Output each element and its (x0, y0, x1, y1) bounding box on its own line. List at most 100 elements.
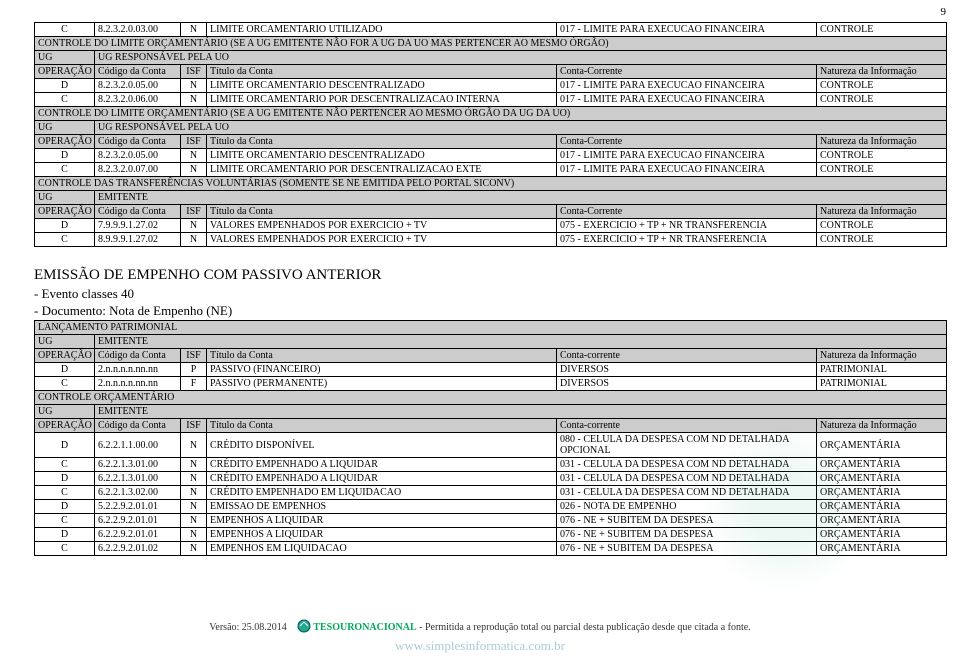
emissao-title: EMISSÃO DE EMPENHO COM PASSIVO ANTERIOR (34, 267, 946, 284)
cell-isf: N (181, 149, 207, 163)
ug-value: UG RESPONSÁVEL PELA UO (95, 121, 947, 135)
cell-op: C (35, 514, 95, 528)
cell-isf: N (181, 433, 207, 458)
cell-cc: 031 - CELULA DA DESPESA COM ND DETALHADA (557, 458, 817, 472)
hdr-op: OPERAÇÃO (35, 65, 95, 79)
cell-titulo: VALORES EMPENHADOS POR EXERCICIO + TV (207, 219, 557, 233)
cell-nat: CONTROLE (817, 163, 947, 177)
cell-titulo: PASSIVO (FINANCEIRO) (207, 363, 557, 377)
cell-isf: P (181, 363, 207, 377)
ug-label: UG (35, 191, 95, 205)
cell-op: D (35, 433, 95, 458)
table-row: C2.n.n.n.n.nn.nnFPASSIVO (PERMANENTE)DIV… (35, 377, 947, 391)
header-row: OPERAÇÃOCódigo da ContaISFTítulo da Cont… (35, 135, 947, 149)
hdr-cod: Código da Conta (95, 419, 181, 433)
cell-cod: 6.2.2.9.2.01.01 (95, 514, 181, 528)
cell-op: C (35, 377, 95, 391)
cell-titulo: CRÉDITO EMPENHADO A LIQUIDAR (207, 472, 557, 486)
cell-isf: N (181, 93, 207, 107)
cell-cod: 2.n.n.n.n.nn.nn (95, 363, 181, 377)
cell-cod: 8.2.3.2.0.06.00 (95, 93, 181, 107)
cell-isf: N (181, 528, 207, 542)
hdr-isf: ISF (181, 419, 207, 433)
table-row: C8.9.9.9.1.27.02NVALORES EMPENHADOS POR … (35, 233, 947, 247)
cell-nat: ORÇAMENTÁRIA (817, 514, 947, 528)
ug-label: UG (35, 335, 95, 349)
emissao-sub2: - Documento: Nota de Empenho (NE) (34, 303, 946, 319)
cell-cod: 6.2.2.1.3.01.00 (95, 472, 181, 486)
cell-nat: CONTROLE (817, 219, 947, 233)
ug-row-1: UGUG RESPONSÁVEL PELA UO (35, 51, 947, 65)
hdr-isf: ISF (181, 349, 207, 363)
lanc-patrimonial-cell: LANÇAMENTO PATRIMONIAL (35, 321, 947, 335)
ug-row-2: UGUG RESPONSÁVEL PELA UO (35, 121, 947, 135)
cell-op: C (35, 23, 95, 37)
hdr-cc: Conta-corrente (557, 349, 817, 363)
section3-cell: CONTROLE DAS TRANSFERÊNCIAS VOLUNTÁRIAS … (35, 177, 947, 191)
hdr-nat: Natureza da Informação (817, 205, 947, 219)
header-row: OPERAÇÃOCódigo da ContaISFTítulo da Cont… (35, 419, 947, 433)
cell-cod: 7.9.9.9.1.27.02 (95, 219, 181, 233)
header-row: OPERAÇÃOCódigo da ContaISFTítulo da Cont… (35, 205, 947, 219)
cell-isf: N (181, 472, 207, 486)
table-row: D7.9.9.9.1.27.02NVALORES EMPENHADOS POR … (35, 219, 947, 233)
cell-cod: 8.2.3.2.0.03.00 (95, 23, 181, 37)
table-row: C8.2.3.2.0.07.00NLIMITE ORCAMENTARIO POR… (35, 163, 947, 177)
controle-orc-cell: CONTROLE ORÇAMENTÁRIO (35, 391, 947, 405)
ug-row-5: UGEMITENTE (35, 405, 947, 419)
table-row: D5.2.2.9.2.01.01NEMISSAO DE EMPENHOS026 … (35, 500, 947, 514)
cell-nat: ORÇAMENTÁRIA (817, 472, 947, 486)
hdr-nat: Natureza da Informação (817, 419, 947, 433)
cell-cod: 8.2.3.2.0.05.00 (95, 79, 181, 93)
cell-nat: ORÇAMENTÁRIA (817, 528, 947, 542)
hdr-isf: ISF (181, 135, 207, 149)
ug-value: EMITENTE (95, 191, 947, 205)
cell-cod: 8.9.9.9.1.27.02 (95, 233, 181, 247)
cell-cc: DIVERSOS (557, 363, 817, 377)
cell-isf: N (181, 219, 207, 233)
table-row: D8.2.3.2.0.05.00NLIMITE ORCAMENTARIO DES… (35, 79, 947, 93)
hdr-cod: Código da Conta (95, 65, 181, 79)
cell-isf: N (181, 233, 207, 247)
cell-op: D (35, 500, 95, 514)
cell-cc: 017 - LIMITE PARA EXECUCAO FINANCEIRA (557, 93, 817, 107)
table-row: C6.2.2.9.2.01.02NEMPENHOS EM LIQUIDACAO0… (35, 542, 947, 556)
table-emissao: LANÇAMENTO PATRIMONIALUGEMITENTEOPERAÇÃO… (34, 320, 947, 556)
cell-titulo: CRÉDITO EMPENHADO A LIQUIDAR (207, 458, 557, 472)
cell-isf: N (181, 514, 207, 528)
cell-titulo: EMISSAO DE EMPENHOS (207, 500, 557, 514)
hdr-titulo: Título da Conta (207, 419, 557, 433)
hdr-op: OPERAÇÃO (35, 135, 95, 149)
section3: CONTROLE DAS TRANSFERÊNCIAS VOLUNTÁRIAS … (35, 177, 947, 191)
cell-nat: CONTROLE (817, 93, 947, 107)
cell-titulo: VALORES EMPENHADOS POR EXERCICIO + TV (207, 233, 557, 247)
cell-isf: N (181, 542, 207, 556)
cell-cod: 6.2.2.9.2.01.02 (95, 542, 181, 556)
header-row: OPERAÇÃOCódigo da ContaISFTítulo da Cont… (35, 65, 947, 79)
table-row: C6.2.2.9.2.01.01NEMPENHOS A LIQUIDAR076 … (35, 514, 947, 528)
table-top: C8.2.3.2.0.03.00NLIMITE ORCAMENTARIO UTI… (34, 22, 947, 247)
cell-cc: 075 - EXERCICIO + TP + NR TRANSFERENCIA (557, 219, 817, 233)
ug-label: UG (35, 51, 95, 65)
cell-nat: PATRIMONIAL (817, 363, 947, 377)
table-row: C8.2.3.2.0.03.00NLIMITE ORCAMENTARIO UTI… (35, 23, 947, 37)
cell-cod: 8.2.3.2.0.07.00 (95, 163, 181, 177)
section2-cell: CONTROLE DO LIMITE ORÇAMENTÁRIO (SE A UG… (35, 107, 947, 121)
cell-isf: N (181, 23, 207, 37)
header-row: OPERAÇÃOCódigo da ContaISFTítulo da Cont… (35, 349, 947, 363)
cell-cod: 6.2.2.1.1.00.00 (95, 433, 181, 458)
footer-versao: Versão: 25.08.2014 (209, 622, 287, 633)
cell-cc: 017 - LIMITE PARA EXECUCAO FINANCEIRA (557, 23, 817, 37)
cell-cod: 6.2.2.9.2.01.01 (95, 528, 181, 542)
cell-cc: DIVERSOS (557, 377, 817, 391)
lanc-patrimonial: LANÇAMENTO PATRIMONIAL (35, 321, 947, 335)
hdr-nat: Natureza da Informação (817, 65, 947, 79)
cell-cc: 017 - LIMITE PARA EXECUCAO FINANCEIRA (557, 79, 817, 93)
hdr-nat: Natureza da Informação (817, 349, 947, 363)
cell-nat: CONTROLE (817, 149, 947, 163)
hdr-nat: Natureza da Informação (817, 135, 947, 149)
footer: Versão: 25.08.2014 TESOURONACIONAL - Per… (0, 619, 960, 654)
emissao-sub1: - Evento classes 40 (34, 286, 946, 302)
section1-cell: CONTROLE DO LIMITE ORÇAMENTÁRIO (SE A UG… (35, 37, 947, 51)
section1: CONTROLE DO LIMITE ORÇAMENTÁRIO (SE A UG… (35, 37, 947, 51)
